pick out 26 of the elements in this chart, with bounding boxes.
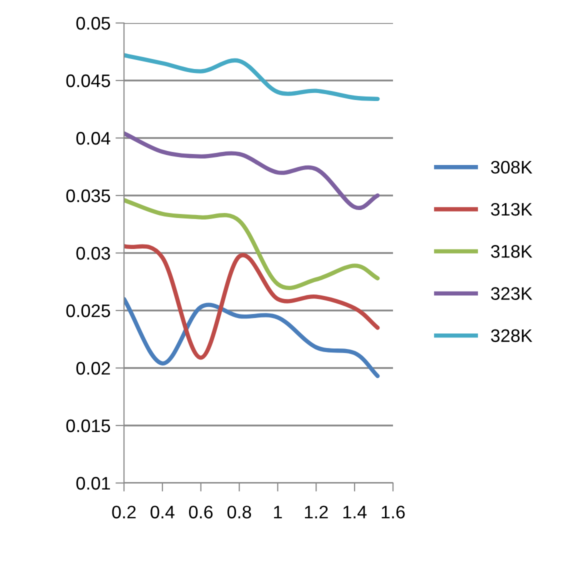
x-tick-label: 1 xyxy=(274,506,282,518)
y-tick-label: 0.01 xyxy=(76,476,110,490)
line-series xyxy=(124,53,380,101)
line-series xyxy=(124,296,380,378)
legend-label: 328K xyxy=(491,329,532,342)
x-tick-label: 0.2 xyxy=(112,506,136,518)
x-tick-label: 0.8 xyxy=(227,506,252,518)
x-tick-label: 1.2 xyxy=(304,506,328,518)
y-tick-label: 0.03 xyxy=(76,246,110,260)
legend-label: 323K xyxy=(491,287,532,300)
x-tick-label: 0.6 xyxy=(189,506,213,518)
legend-label: 318K xyxy=(491,245,532,258)
x-tick-label: 1.6 xyxy=(382,506,405,518)
y-tick-label: 0.035 xyxy=(66,189,110,202)
line-series xyxy=(124,244,380,360)
y-tick-label: 0.02 xyxy=(76,362,110,375)
y-tick-label: 0.05 xyxy=(76,16,110,30)
legend-label: 308K xyxy=(491,160,532,174)
x-tick-label: 0.4 xyxy=(150,506,174,518)
y-tick-label: 0.025 xyxy=(66,304,110,318)
legend-label: 313K xyxy=(491,202,532,216)
y-tick-label: 0.045 xyxy=(66,74,110,88)
y-tick-label: 0.04 xyxy=(76,132,110,145)
y-tick-label: 0.015 xyxy=(66,419,110,432)
line-series xyxy=(124,131,380,210)
x-tick-label: 1.4 xyxy=(343,506,367,518)
